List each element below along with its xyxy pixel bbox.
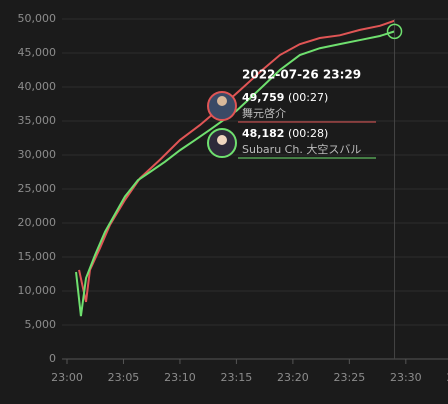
tooltip-name: Subaru Ch. 大空スバル (242, 142, 361, 156)
y-tick-label: 20,000 (18, 216, 57, 229)
x-tick-label: 23:00 (51, 371, 83, 384)
x-tick-label: 23:35 (446, 371, 448, 384)
tooltip-time: (00:27) (288, 91, 328, 104)
x-tick-label: 23:20 (277, 371, 309, 384)
x-tick-label: 23:10 (164, 371, 196, 384)
tooltip-title: 2022-07-26 23:29 (242, 68, 361, 82)
tooltip: 2022-07-26 23:29 49,759 (00:27) 舞元啓介 48,… (207, 68, 376, 159)
x-tick-label: 23:05 (108, 371, 140, 384)
y-tick-label: 10,000 (18, 284, 57, 297)
tooltip-value: 49,759 (242, 91, 284, 104)
y-tick-label: 15,000 (18, 250, 57, 263)
y-tick-label: 5,000 (25, 318, 57, 331)
y-tick-label: 40,000 (18, 80, 57, 93)
y-tick-label: 35,000 (18, 114, 57, 127)
tooltip-time: (00:28) (288, 127, 328, 140)
avatar-face (217, 135, 227, 145)
tooltip-row: 49,759 (00:27) (242, 91, 328, 104)
avatar-face (217, 96, 227, 106)
x-tick-label: 23:15 (221, 371, 253, 384)
y-tick-label: 45,000 (18, 46, 57, 59)
y-tick-label: 25,000 (18, 182, 57, 195)
hover-point (386, 23, 403, 40)
plot-area: 0 5,000 10,000 15,000 20,000 25,000 30,000 35,0… (18, 12, 448, 384)
line (75, 30, 395, 317)
y-tick-label: 30,000 (18, 148, 57, 161)
tooltip-name: 舞元啓介 (242, 106, 286, 120)
tooltip-value: 48,182 (242, 127, 284, 140)
y-tick-label: 0 (49, 352, 56, 365)
tooltip-row: 48,182 (00:28) (242, 127, 328, 140)
x-tick-label: 23:30 (390, 371, 422, 384)
x-tick-label: 23:25 (334, 371, 366, 384)
line (78, 19, 395, 303)
y-tick-label: 50,000 (18, 12, 57, 25)
